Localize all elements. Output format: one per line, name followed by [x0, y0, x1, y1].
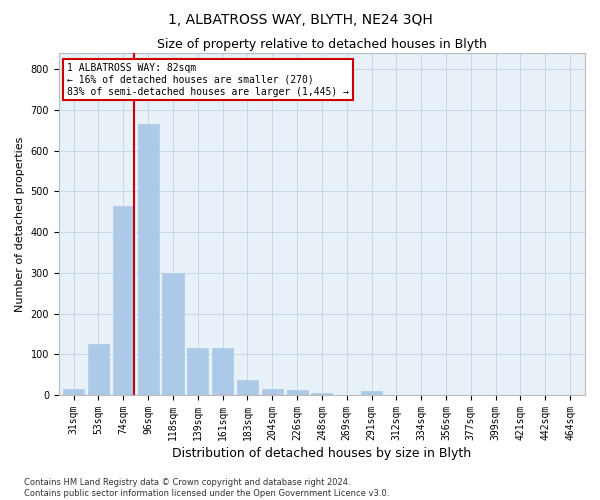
Bar [361, 391, 382, 395]
Bar [137, 124, 158, 395]
Title: Size of property relative to detached houses in Blyth: Size of property relative to detached ho… [157, 38, 487, 51]
Bar [163, 273, 184, 395]
X-axis label: Distribution of detached houses by size in Blyth: Distribution of detached houses by size … [172, 447, 472, 460]
Bar [113, 206, 134, 395]
Bar [63, 389, 84, 395]
Bar [237, 380, 258, 395]
Bar [311, 393, 332, 395]
Text: 1 ALBATROSS WAY: 82sqm
← 16% of detached houses are smaller (270)
83% of semi-de: 1 ALBATROSS WAY: 82sqm ← 16% of detached… [67, 64, 349, 96]
Text: Contains HM Land Registry data © Crown copyright and database right 2024.
Contai: Contains HM Land Registry data © Crown c… [24, 478, 389, 498]
Bar [212, 348, 233, 395]
Y-axis label: Number of detached properties: Number of detached properties [15, 136, 25, 312]
Bar [262, 389, 283, 395]
Bar [187, 348, 208, 395]
Bar [88, 344, 109, 395]
Bar [287, 390, 308, 395]
Text: 1, ALBATROSS WAY, BLYTH, NE24 3QH: 1, ALBATROSS WAY, BLYTH, NE24 3QH [167, 12, 433, 26]
